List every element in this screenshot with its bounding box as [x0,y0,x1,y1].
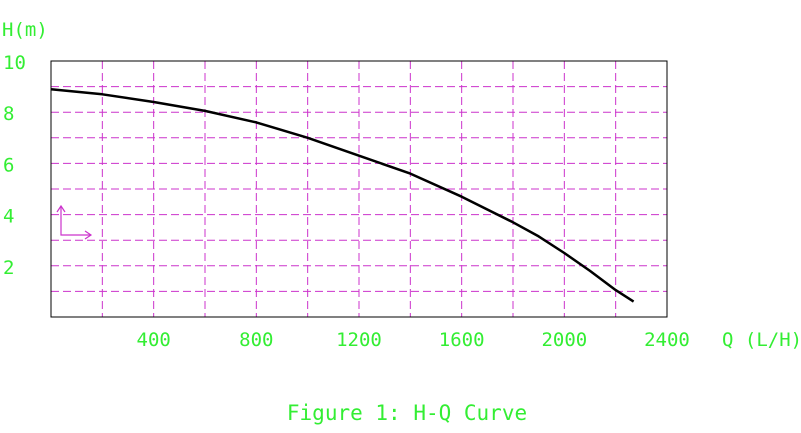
x-tick-label: 2000 [541,329,587,351]
x-tick-label: 400 [137,329,171,351]
figure-caption: Figure 1: H-Q Curve [287,401,527,425]
axis-arrows-icon [56,204,93,240]
x-tick-label: 1600 [439,329,485,351]
x-tick-label: 1200 [336,329,382,351]
tick-layer: 400 800 1200 1600 2000 2400 2 4 6 8 10 [3,52,690,351]
y-tick-label: 6 [3,154,14,176]
y-tick-label: 4 [3,206,14,228]
x-tick-label: 2400 [644,329,690,351]
y-tick-label: 8 [3,103,14,125]
h-q-curve [50,87,635,303]
curve-layer [50,87,635,303]
grid-layer [51,61,667,317]
plot-frame [50,60,668,318]
x-tick-label: 800 [239,329,273,351]
y-tick-label: 10 [3,52,26,74]
x-axis-title: Q (L/H) [722,329,801,351]
y-tick-label: 2 [3,257,14,279]
y-axis-title: H(m) [2,19,48,41]
